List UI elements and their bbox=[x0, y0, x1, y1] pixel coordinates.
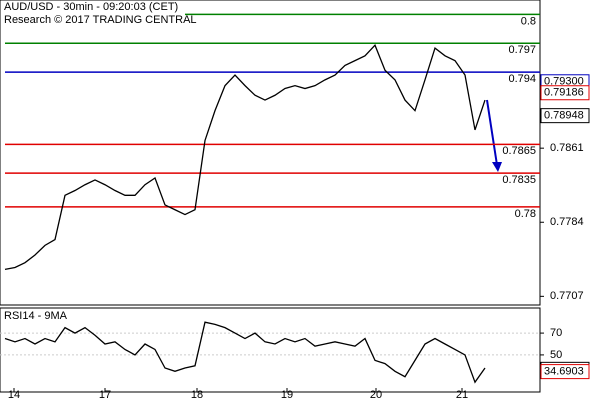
x-tick-label: 17 bbox=[99, 389, 111, 400]
level-label: 0.797 bbox=[508, 44, 536, 56]
price-tag-label: 0.78948 bbox=[544, 110, 584, 122]
x-tick-label: 14 bbox=[8, 389, 20, 400]
level-label: 0.7835 bbox=[502, 174, 536, 186]
y-tick-label: 0.7861 bbox=[550, 142, 584, 154]
y-tick-label: 70 bbox=[550, 327, 562, 339]
y-tick-label: 50 bbox=[550, 349, 562, 361]
level-label: 0.8 bbox=[521, 15, 536, 27]
rsi-panel bbox=[0, 307, 541, 393]
price-line bbox=[4, 44, 486, 271]
level-label: 0.78 bbox=[515, 208, 536, 220]
y-tick-label: 0.7784 bbox=[550, 216, 584, 228]
price-tag bbox=[540, 85, 590, 101]
chart-subtitle: Research © 2017 TRADING CENTRAL bbox=[4, 14, 197, 26]
price-line bbox=[4, 321, 486, 384]
x-tick-label: 19 bbox=[281, 389, 293, 400]
price-tag-label: 0.79300 bbox=[544, 76, 584, 88]
level-label: 0.7865 bbox=[502, 145, 536, 157]
chart-title: AUD/USD - 30min - 09:20:03 (CET) bbox=[4, 1, 178, 13]
price-tag-label: 34.6903 bbox=[544, 366, 584, 378]
arrow-head bbox=[492, 162, 502, 172]
price-tag-label: 0.79186 bbox=[544, 87, 584, 99]
rsi-title: RSI14 - 9MA bbox=[4, 310, 68, 322]
y-tick-label: 0.7707 bbox=[550, 290, 584, 302]
price-tag bbox=[540, 364, 590, 380]
forecast-arrow bbox=[486, 99, 498, 166]
x-tick-label: 21 bbox=[456, 389, 468, 400]
price-tag bbox=[540, 108, 590, 124]
price-panel bbox=[0, 0, 541, 306]
level-label: 0.794 bbox=[508, 73, 536, 85]
x-tick-label: 18 bbox=[191, 389, 203, 400]
x-tick-label: 20 bbox=[370, 389, 382, 400]
